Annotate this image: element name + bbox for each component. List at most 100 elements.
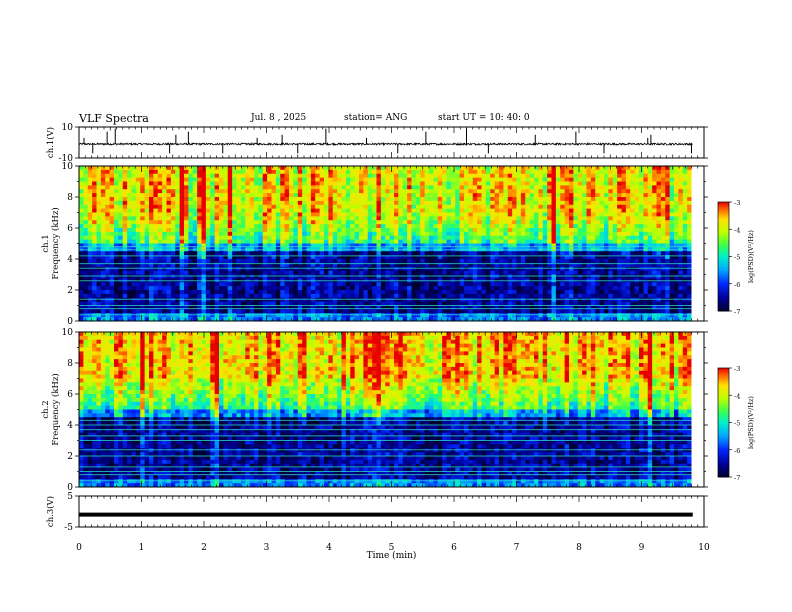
spectrogram-cell	[376, 220, 382, 225]
spectrogram-cell	[656, 197, 662, 202]
spectrogram-cell	[468, 200, 474, 206]
spectrogram-cell	[590, 173, 596, 179]
spectrogram-cell	[297, 235, 303, 241]
spectrogram-cell	[512, 200, 517, 206]
spectrogram-cell	[446, 212, 452, 217]
spectrogram-cell	[429, 173, 434, 179]
spectrogram-cell	[494, 243, 500, 248]
spectrogram-cell	[433, 255, 439, 260]
spectrogram-cell	[302, 251, 307, 256]
spectrogram-cell	[464, 220, 469, 225]
spectrogram-cell	[240, 166, 246, 171]
spectrogram-cell	[450, 228, 456, 233]
spectrogram-cell	[437, 262, 443, 268]
spectrogram-cell	[197, 255, 202, 260]
spectrogram-cell	[477, 197, 482, 202]
spectrogram-cell	[332, 224, 338, 229]
spectrogram-cell	[564, 270, 570, 275]
spectrogram-cell	[608, 251, 614, 256]
spectrogram-cell	[625, 216, 631, 221]
spectrogram-cell	[140, 243, 146, 248]
spectrogram-cell	[682, 274, 688, 279]
spectrogram-cell	[442, 212, 447, 217]
spectrogram-cell	[184, 166, 189, 171]
spectrogram-cell	[118, 290, 124, 295]
spectrogram-cell	[350, 235, 356, 241]
spectrogram-cell	[140, 181, 146, 186]
spectrogram-cell	[590, 231, 596, 237]
spectrogram-cell	[652, 169, 657, 175]
spectrogram-cell	[687, 243, 692, 248]
spectrogram-cell	[424, 228, 430, 233]
spectrogram-cell	[350, 189, 356, 194]
spectrogram-cell	[131, 286, 137, 291]
spectrogram-cell	[429, 212, 434, 217]
spectrogram-cell	[503, 262, 509, 268]
spectrogram-cell	[227, 231, 233, 237]
spectrogram-cell	[551, 193, 557, 198]
spectrogram-cell	[354, 274, 360, 279]
spectrogram-cell	[376, 212, 382, 217]
spectrogram-cell	[415, 166, 421, 171]
spectrogram-cell	[175, 204, 181, 210]
spectrogram-cell	[547, 228, 552, 233]
spectrogram-cell	[131, 197, 137, 202]
spectrogram-cell	[604, 228, 609, 233]
spectrogram-cell	[337, 274, 342, 279]
spectrogram-cell	[306, 212, 312, 217]
spectrogram-cell	[604, 212, 609, 217]
spectrogram-cell	[297, 243, 303, 248]
spectrogram-cell	[503, 243, 509, 248]
spectrogram-cell	[389, 228, 395, 233]
spectrogram-cell	[96, 200, 102, 206]
spectrogram-cell	[634, 270, 640, 275]
spectrogram-cell	[529, 166, 535, 171]
spectrogram-cell	[503, 274, 509, 279]
spectrogram-cell	[464, 262, 469, 268]
spectrogram-cell	[100, 173, 106, 179]
spectrogram-cell	[590, 293, 596, 299]
spectrogram-cell	[170, 181, 176, 186]
spectrogram-cell	[214, 181, 220, 186]
spectrogram-cell	[118, 166, 124, 171]
spectrogram-cell	[166, 270, 172, 275]
spectrogram-cell	[341, 181, 347, 186]
spectrogram-cell	[350, 181, 356, 186]
spectrogram-cell	[464, 177, 469, 182]
spectrogram-cell	[306, 173, 312, 179]
spectrogram-cell	[96, 204, 102, 210]
spectrogram-cell	[490, 251, 496, 256]
spectrogram-cell	[166, 197, 172, 202]
spectrogram-cell	[135, 173, 141, 179]
spectrogram-cell	[525, 270, 531, 275]
spectrogram-cell	[131, 177, 137, 182]
spectrogram-cell	[507, 286, 513, 291]
spectrogram-cell	[389, 251, 395, 256]
spectrogram-cell	[118, 255, 124, 260]
spectrogram-cell	[122, 197, 128, 202]
spectrogram-cell	[345, 197, 351, 202]
spectrogram-cell	[319, 286, 325, 291]
spectrogram-cell	[569, 243, 574, 248]
spectrogram-cell	[210, 212, 216, 217]
spectrogram-cell	[236, 185, 242, 190]
spectrogram-cell	[275, 290, 281, 295]
spectrogram-cell	[350, 185, 356, 190]
spectrogram-cell	[534, 166, 539, 171]
spectrogram-cell	[415, 181, 421, 186]
spectrogram-cell	[240, 204, 246, 210]
spectrogram-cell	[245, 251, 251, 256]
spectrogram-cell	[245, 200, 251, 206]
spectrogram-cell	[656, 189, 662, 194]
spectrogram-cell	[114, 185, 119, 190]
spectrogram-cell	[678, 282, 684, 287]
spectrogram-cell	[262, 239, 268, 244]
spectrogram-cell	[210, 255, 216, 260]
spectrogram-cell	[446, 274, 452, 279]
spectrogram-cell	[529, 282, 535, 287]
spectrogram-cell	[100, 282, 106, 287]
spectrogram-cell	[205, 290, 211, 295]
spectrogram-cell	[494, 208, 500, 213]
spectrogram-cell	[564, 243, 570, 248]
